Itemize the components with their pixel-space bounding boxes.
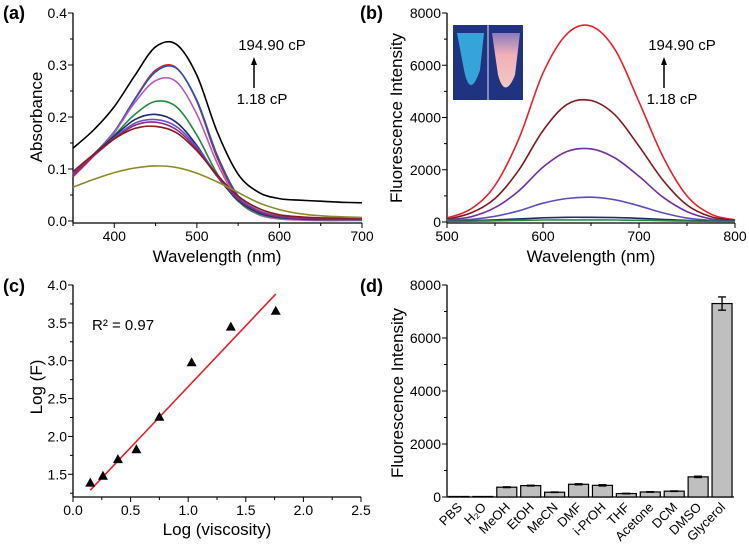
panel-label: (b) — [360, 3, 383, 23]
y-tick-label: 0 — [433, 214, 441, 230]
y-tick-label: 0.4 — [48, 5, 68, 21]
y-tick-label: 0 — [433, 489, 441, 505]
y-axis-title: Absorbance — [27, 72, 46, 163]
series-line-1 — [72, 63, 362, 221]
y-tick-label: 2000 — [410, 436, 441, 452]
y-tick-label: 3.5 — [48, 315, 68, 331]
panel-a: (a) 400 500 600 700 0.0 0.1 0.2 0.3 0.4 Wavelength… — [3, 3, 374, 266]
data-point-triangle — [270, 305, 281, 315]
x-tick-label: 0.5 — [121, 502, 141, 518]
y-tick-label: 2000 — [410, 162, 441, 178]
y-tick-label: 4000 — [410, 110, 441, 126]
bar — [520, 485, 542, 498]
panel-b: (b)500 600 700 80002000400060008000Waveleng… — [360, 3, 747, 266]
annotation-low-viscosity: 1.18 cP — [237, 91, 288, 108]
x-tick-label: 0.0 — [63, 502, 83, 518]
y-tick-label: 8000 — [410, 277, 441, 293]
data-point-triangle — [154, 411, 165, 421]
y-tick-label: 0.0 — [48, 213, 68, 229]
y-tick-label: 1.5 — [48, 466, 68, 482]
y-axis-title: Fluorescence Intensity — [388, 307, 407, 478]
y-tick-label: 2.0 — [48, 428, 68, 444]
blue-tube — [457, 33, 484, 85]
y-tick-label: 4.0 — [48, 277, 68, 293]
annotation-low-viscosity: 1.18 cP — [647, 91, 698, 108]
x-tick-label: 2.5 — [351, 502, 371, 518]
annotation-high-viscosity: 194.90 cP — [238, 37, 306, 54]
y-tick-label: 4000 — [410, 383, 441, 399]
bar — [448, 495, 470, 498]
y-tick-label: 0.3 — [48, 57, 68, 73]
y-tick-label: 3.0 — [48, 353, 68, 369]
series-line-0 — [72, 40, 363, 204]
series-line-7 — [72, 121, 362, 220]
series-line-3 — [446, 196, 736, 222]
arrow-head-icon — [251, 57, 257, 65]
data-point-triangle — [225, 321, 236, 331]
x-tick-label: 600 — [531, 228, 555, 244]
data-point-triangle — [85, 477, 96, 487]
inset-photo — [453, 25, 523, 100]
r-squared-label: R² = 0.97 — [92, 317, 154, 334]
bar — [687, 476, 709, 498]
x-tick-label: 700 — [627, 228, 651, 244]
data-point-triangle — [131, 444, 142, 454]
data-point-triangle — [112, 454, 123, 464]
bar — [711, 302, 733, 498]
x-axis-title: Wavelength (nm) — [153, 247, 282, 266]
x-tick-label: 2.0 — [294, 502, 314, 518]
panel-label: (c) — [3, 276, 25, 296]
series-line-2 — [446, 147, 736, 222]
series-line-9 — [72, 165, 363, 219]
bar — [496, 486, 518, 498]
bar — [472, 495, 494, 498]
bar — [591, 484, 614, 498]
x-tick-label: 1.5 — [236, 502, 256, 518]
y-tick-label: 8000 — [410, 5, 441, 21]
x-tick-label: 400 — [103, 228, 127, 244]
x-tick-label: 600 — [268, 228, 292, 244]
x-tick-label: 700 — [350, 228, 374, 244]
data-point-triangle — [97, 470, 108, 480]
fit-line — [89, 293, 277, 491]
x-tick-label: 800 — [723, 228, 747, 244]
y-axis-title: Fluorescence Intensity — [387, 32, 406, 203]
y-axis-title: Log (F) — [27, 360, 46, 415]
bar — [567, 483, 590, 498]
series-line-8 — [72, 125, 362, 219]
x-tick-label: 1.0 — [178, 502, 198, 518]
series-line-3 — [72, 76, 362, 222]
series-line-1 — [446, 98, 736, 222]
annotation-high-viscosity: 194.90 cP — [648, 37, 716, 54]
x-axis-title: Wavelength (nm) — [527, 247, 656, 266]
x-axis-title: Log (viscosity) — [163, 520, 272, 539]
series-line-2 — [72, 65, 362, 221]
x-tick-label: 500 — [435, 228, 459, 244]
arrow-head-icon — [661, 57, 667, 65]
series-line-0 — [446, 24, 736, 221]
y-tick-label: 6000 — [410, 330, 441, 346]
y-tick-label: 0.2 — [48, 109, 68, 125]
panel-label: (a) — [3, 3, 25, 23]
series-line-5 — [446, 219, 736, 223]
panel-label: (d) — [360, 276, 383, 296]
y-tick-label: 0.1 — [48, 161, 68, 177]
panel-c: (c) 0.0 0.5 1.0 1.5 2.0 2.5 1.5 2.0 2.5 3.0 3.5 4.0 L… — [3, 276, 371, 539]
y-tick-label: 6000 — [410, 57, 441, 73]
data-point-triangle — [186, 357, 197, 367]
x-tick-label: 500 — [185, 228, 209, 244]
y-tick-label: 2.5 — [48, 391, 68, 407]
pink-tube — [492, 33, 520, 88]
